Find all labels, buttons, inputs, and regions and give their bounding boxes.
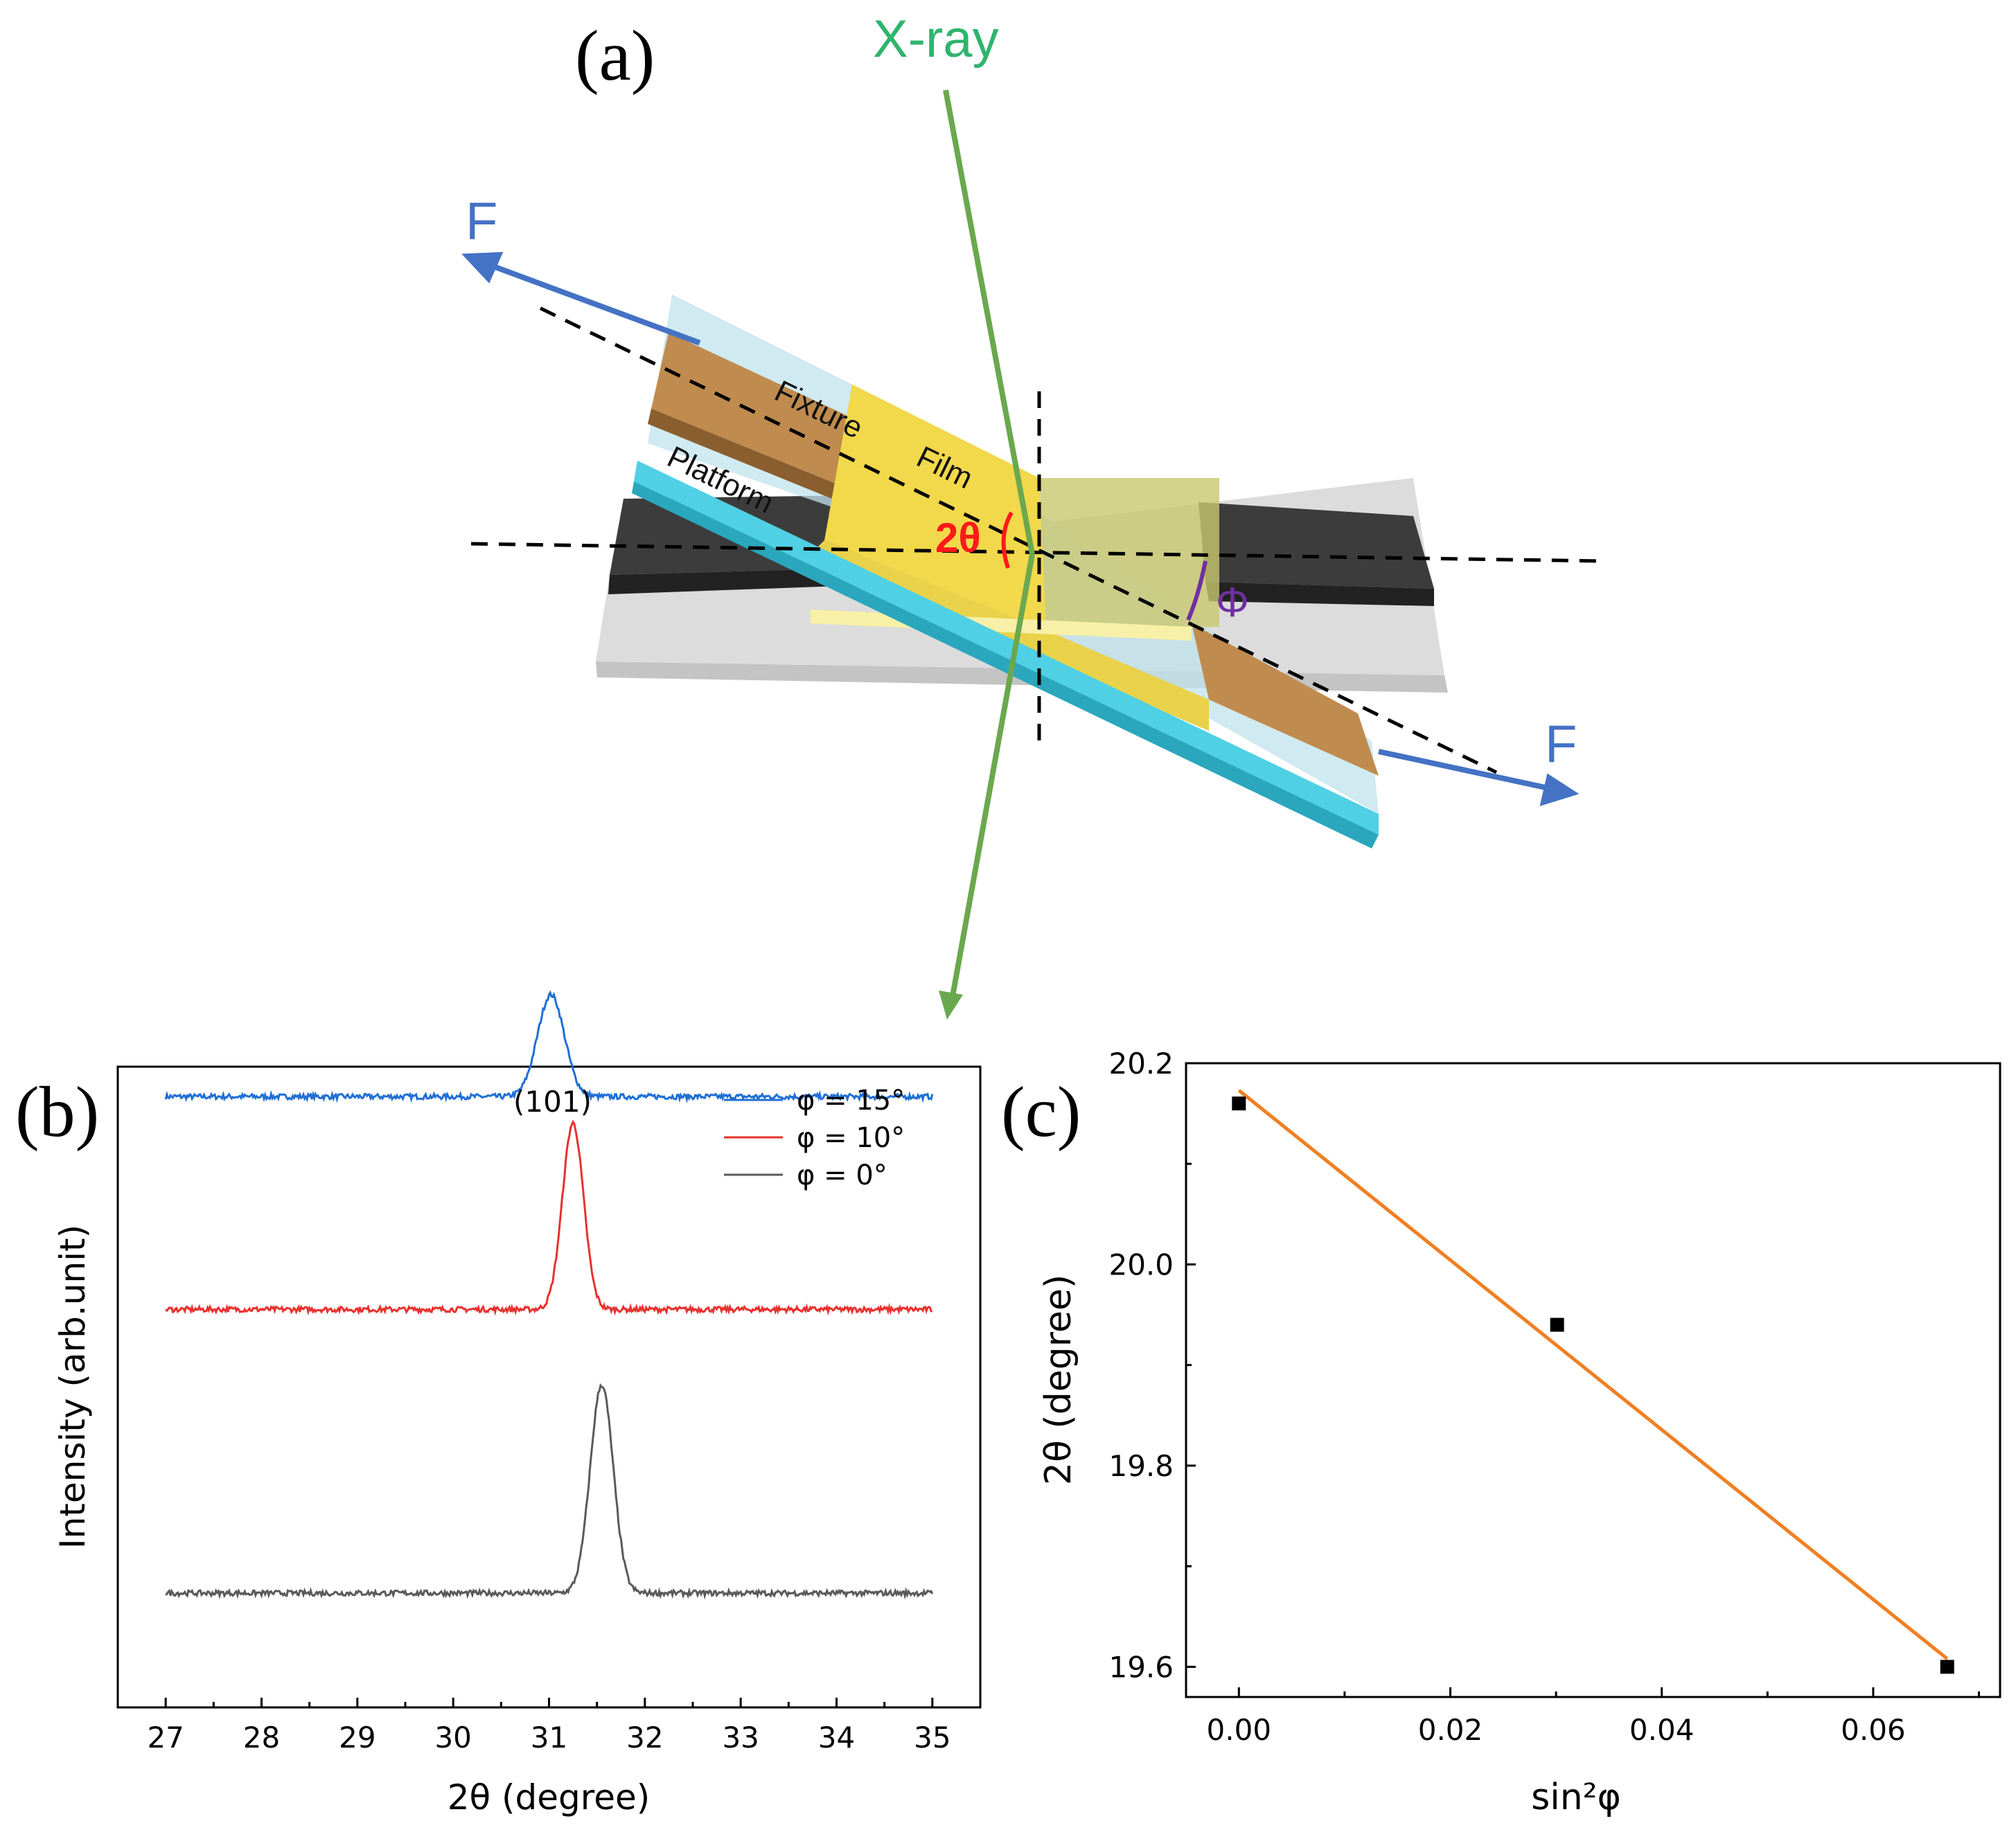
panel-c-x-tick-label: 0.02 [1418,1713,1483,1747]
panel-b-label: (b) [15,1072,99,1152]
panel-b-x-tick-label: 27 [147,1721,184,1754]
platform [634,461,1379,835]
legend-entry: φ = 10° [797,1122,905,1154]
force-arrowhead-left [461,251,504,284]
film-lower [804,540,1209,731]
xray-diffracted [948,553,1035,1009]
fixture-left-edge [648,409,873,513]
xray-beam [943,89,1035,1009]
legend-entry: φ = 0° [797,1160,887,1191]
panel-b-series-line [165,1383,934,1600]
panel-b-x-tick-label: 35 [914,1721,950,1754]
force-arrow-right [1378,749,1556,792]
force-arrow-left [484,260,701,346]
panel-c-sin2phi-chart: (c) 0.00 0.02 0.04 0.06 19.6 19.8 20.0 20.2 si… [1001,1047,2001,1818]
panel-a-schematic: (a) [461,10,1601,1020]
panel-c-points [1232,1096,1954,1674]
panel-c-plot-frame [1185,1062,2001,1698]
reference-lines [470,306,1601,774]
horizontal-axis-line [470,542,1601,563]
phi-label: Φ [1216,579,1249,625]
film [824,384,1046,630]
panel-c-y-tick-label: 20.0 [1108,1247,1174,1281]
force-label-right: F [1545,715,1577,774]
grip-right-edge [1205,582,1434,606]
panel-c-y-tick-label: 20.2 [1108,1047,1174,1081]
force-arrowhead-right [1539,773,1580,806]
panel-c-x-tick-label: 0.06 [1841,1713,1906,1747]
two-theta-arc [1001,511,1014,569]
panel-b-x-tick-label: 29 [339,1721,375,1754]
panel-c-x-ticks: 0.00 0.02 0.04 0.06 [1207,1687,1980,1747]
panel-b-x-tick-label: 31 [531,1721,567,1754]
panel-b-xrd-chart: (b) 27 28 29 30 31 32 33 34 35 (101) φ = 15°φ = … [15,990,982,1818]
panel-c-label: (c) [1001,1072,1081,1152]
film-shadow [1039,478,1219,630]
xray-label: X-ray [873,10,999,69]
panel-c-fit [1237,1089,1949,1660]
panel-a-label: (a) [575,16,655,96]
two-theta-label: 2θ [935,515,981,561]
peak-annotation-101: (101) [513,1085,592,1119]
panel-b-series-line [165,1119,933,1316]
panel-b-legend: φ = 15° φ = 10° φ = 0° [724,1085,905,1191]
panel-b-x-ticks: 27 28 29 30 31 32 33 34 35 [147,1698,951,1754]
panel-c-y-ticks: 19.6 19.8 20.0 20.2 [1108,1047,1196,1684]
tensile-axis-line [539,306,1498,774]
panel-c-x-tick-label: 0.04 [1629,1713,1695,1747]
panel-b-x-tick-label: 32 [626,1721,663,1754]
phi-arc [1186,560,1208,621]
force-arrows [461,251,1580,806]
panel-b-series-line [164,990,934,1103]
xray-incident [943,89,1035,555]
panel-c-data-point [1940,1660,1954,1674]
force-label-left: F [466,192,497,251]
panel-c-x-tick-label: 0.00 [1207,1713,1272,1747]
fixture-left [651,332,873,499]
panel-b-x-axis-label: 2θ (degree) [448,1777,651,1818]
legend-entry: φ = 15° [797,1085,905,1117]
panel-c-y-tick-label: 19.6 [1108,1650,1174,1684]
panel-b-series [164,990,934,1600]
panel-b-x-tick-label: 33 [722,1721,759,1754]
panel-b-y-axis-label: Intensity (arb.unit) [53,1225,93,1549]
platform-edge [632,481,1379,849]
fixture-right [1192,623,1379,776]
xray-arrowhead [939,990,963,1020]
panel-c-fit-line [1237,1089,1949,1660]
panel-c-y-tick-label: 19.8 [1108,1449,1174,1483]
grip-left-edge [608,568,859,594]
panel-c-data-point [1232,1096,1246,1111]
panel-b-x-tick-label: 34 [818,1721,855,1754]
panel-c-x-axis-label: sin²φ [1531,1777,1621,1818]
panel-c-data-point [1550,1317,1564,1332]
panel-b-x-tick-label: 30 [434,1721,471,1754]
grip-right [1199,502,1434,589]
panel-c-y-axis-label: 2θ (degree) [1038,1274,1079,1485]
panel-b-x-tick-label: 28 [243,1721,280,1754]
